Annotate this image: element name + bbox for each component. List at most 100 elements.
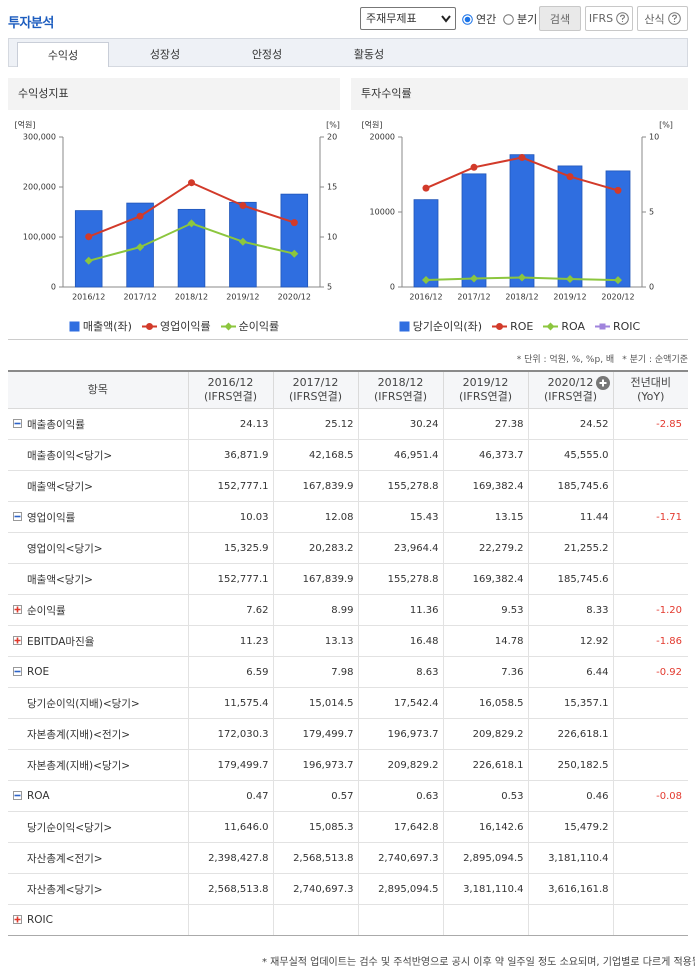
- tab[interactable]: 성장성: [149, 48, 181, 61]
- toggle-icon[interactable]: [13, 915, 22, 924]
- bar: [605, 170, 631, 288]
- toggle-icon[interactable]: [13, 791, 22, 800]
- button[interactable]: 산식: [637, 6, 688, 31]
- header-cell: 전년대비 (YoY): [613, 371, 688, 409]
- button-label: IFRS: [588, 12, 614, 25]
- value-cell: 7.36: [443, 656, 529, 688]
- yoy-cell: [613, 687, 688, 719]
- radio[interactable]: 분기: [503, 11, 537, 27]
- value-cell: 9.53: [443, 594, 529, 626]
- value-cell: 172,030.3: [188, 718, 274, 750]
- value: 6.59: [246, 666, 269, 678]
- row-label-cell: 영업이익률: [8, 501, 189, 533]
- value: 15.43: [409, 511, 439, 523]
- value: 3,181,110.4: [548, 852, 609, 864]
- value: 17,642.8: [393, 821, 439, 833]
- value: 36,871.9: [223, 449, 269, 461]
- toggle-icon[interactable]: [13, 419, 22, 428]
- value-cell: 25.12: [273, 408, 359, 440]
- value: 9.53: [501, 604, 524, 616]
- value: 14.78: [494, 635, 524, 647]
- tab-bar: 수익성 성장성 안정성 활동성: [8, 38, 688, 67]
- value-cell: 12.92: [528, 625, 614, 657]
- button[interactable]: 검색: [539, 6, 581, 31]
- line-marker: [422, 275, 430, 284]
- legend-swatch: [141, 322, 157, 330]
- line-marker: [518, 154, 526, 162]
- value: 6.44: [586, 666, 609, 678]
- value: 226,618.1: [557, 728, 609, 740]
- value-cell: 36,871.9: [188, 439, 274, 471]
- legend-item: 매출액(좌): [69, 318, 132, 334]
- add-icon[interactable]: [595, 376, 610, 390]
- legend-swatch: [543, 322, 559, 330]
- chart: [억원] [%] 0 10000 20000 0 5 10 2016/12 2017/12 2018…: [362, 120, 673, 302]
- legend-swatch: [220, 322, 236, 330]
- legend-item: ROIC: [594, 320, 640, 333]
- yoy-value: -1.86: [656, 635, 682, 647]
- line-marker: [136, 212, 144, 220]
- value-cell: 13.15: [443, 501, 529, 533]
- row-label-cell: 순이익률: [8, 594, 189, 626]
- line-marker: [496, 322, 504, 330]
- value: 169,382.4: [472, 480, 524, 492]
- y-tick-label: 200,000: [23, 183, 56, 192]
- header-cell: 2018/12 (IFRS연결): [358, 371, 444, 409]
- value-cell: 196,973.7: [273, 749, 359, 781]
- table-row: 자본총계(지배)<당기> 179,499.7 196,973.7 209,829.2 2…: [8, 749, 688, 781]
- value-cell: 21,255.2: [528, 532, 614, 564]
- value-cell: 2,568,513.8: [273, 842, 359, 874]
- x-tick-label: 2016/12: [72, 293, 105, 302]
- value-cell: 0.53: [443, 780, 529, 812]
- help-icon: [667, 12, 681, 25]
- y-axis-label: [억원]: [362, 120, 383, 130]
- value-cell: [188, 904, 274, 936]
- line-marker: [238, 237, 247, 246]
- yoy-cell: -0.08: [613, 780, 688, 812]
- x-tick-label: 2019/12: [553, 293, 586, 302]
- yoy-cell: [613, 718, 688, 750]
- basis: (IFRS연결): [458, 390, 513, 403]
- value: 7.62: [246, 604, 269, 616]
- value-cell: 14.78: [443, 625, 529, 657]
- value-cell: [528, 904, 614, 936]
- button[interactable]: IFRS: [585, 6, 633, 31]
- legend-label: 영업이익률: [159, 320, 211, 333]
- legend-box: [399, 321, 410, 331]
- radio[interactable]: 연간: [462, 11, 496, 27]
- toggle-icon[interactable]: [13, 636, 22, 645]
- help-ring: [616, 12, 629, 25]
- value-cell: 0.57: [273, 780, 359, 812]
- value-cell: 30.24: [358, 408, 444, 440]
- legend-label: 순이익률: [238, 320, 280, 333]
- value: 7.98: [331, 666, 354, 678]
- table-row: 당기순이익(지배)<당기> 11,575.4 15,014.5 17,542.4 16,…: [8, 687, 688, 719]
- value: 0.57: [331, 790, 354, 802]
- value-cell: 209,829.2: [443, 718, 529, 750]
- value-cell: 2,568,513.8: [188, 873, 274, 905]
- value-cell: [443, 904, 529, 936]
- tab[interactable]: 수익성: [17, 42, 109, 67]
- value-cell: 46,373.7: [443, 439, 529, 471]
- value: 15,325.9: [223, 542, 269, 554]
- value-cell: 15,085.3: [273, 811, 359, 843]
- tab[interactable]: 활동성: [353, 48, 385, 61]
- value: 46,373.7: [478, 449, 524, 461]
- toggle-icon[interactable]: [13, 605, 22, 614]
- y2-tick-label: 5: [327, 283, 332, 292]
- bar: [413, 199, 439, 288]
- value: 20,283.2: [308, 542, 354, 554]
- bar: [280, 193, 309, 288]
- toggle-icon[interactable]: [13, 512, 22, 521]
- row-label-cell: EBITDA마진율: [8, 625, 189, 657]
- statement-select[interactable]: 주재무제표: [360, 7, 456, 30]
- tab[interactable]: 안정성: [251, 48, 283, 61]
- radio-icon: [462, 13, 473, 25]
- table-row: 영업이익률 10.03 12.08 15.43 13.15 11.44 -1.71: [8, 501, 688, 533]
- value-cell: 3,181,110.4: [443, 873, 529, 905]
- y-tick-label: 0: [51, 283, 56, 292]
- toggle-icon[interactable]: [13, 667, 22, 676]
- legend-box: [69, 321, 80, 331]
- value-cell: 0.46: [528, 780, 614, 812]
